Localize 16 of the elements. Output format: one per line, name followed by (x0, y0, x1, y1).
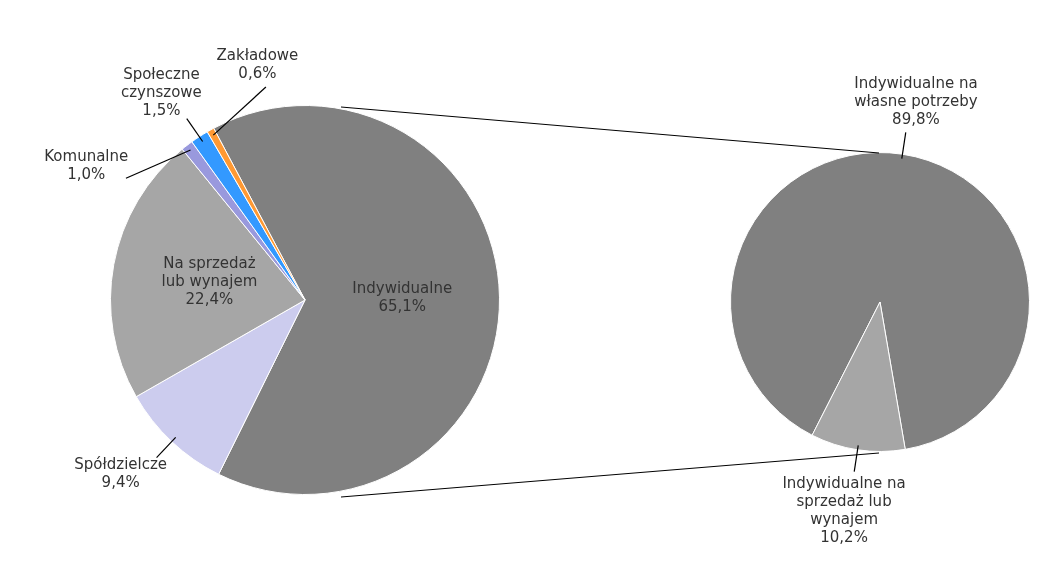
slice-label: Społeczne czynszowe (120, 64, 202, 101)
slice-label: Spółdzielcze (74, 454, 168, 473)
data-label: 22,4% (185, 290, 234, 309)
data-label: 65,1% (378, 297, 427, 316)
data-label: 0,6% (238, 64, 277, 83)
slice-label: Indywidualne na własne potrzeby (854, 73, 978, 110)
data-label: 1,5% (142, 100, 181, 119)
slice-label: Na sprzedaż lub wynajem (161, 254, 258, 291)
data-label: 9,4% (101, 472, 140, 491)
data-label: 89,8% (892, 109, 940, 128)
data-label: 1,0% (67, 164, 106, 183)
data-label: 10,2% (820, 527, 868, 546)
slice-label: Zakładowe (216, 46, 299, 65)
slice-label: Indywidualne (352, 279, 453, 298)
slice-label: Indywidualne na sprzedaż lub wynajem (782, 473, 906, 528)
slice-label: Komunalne (44, 146, 129, 165)
